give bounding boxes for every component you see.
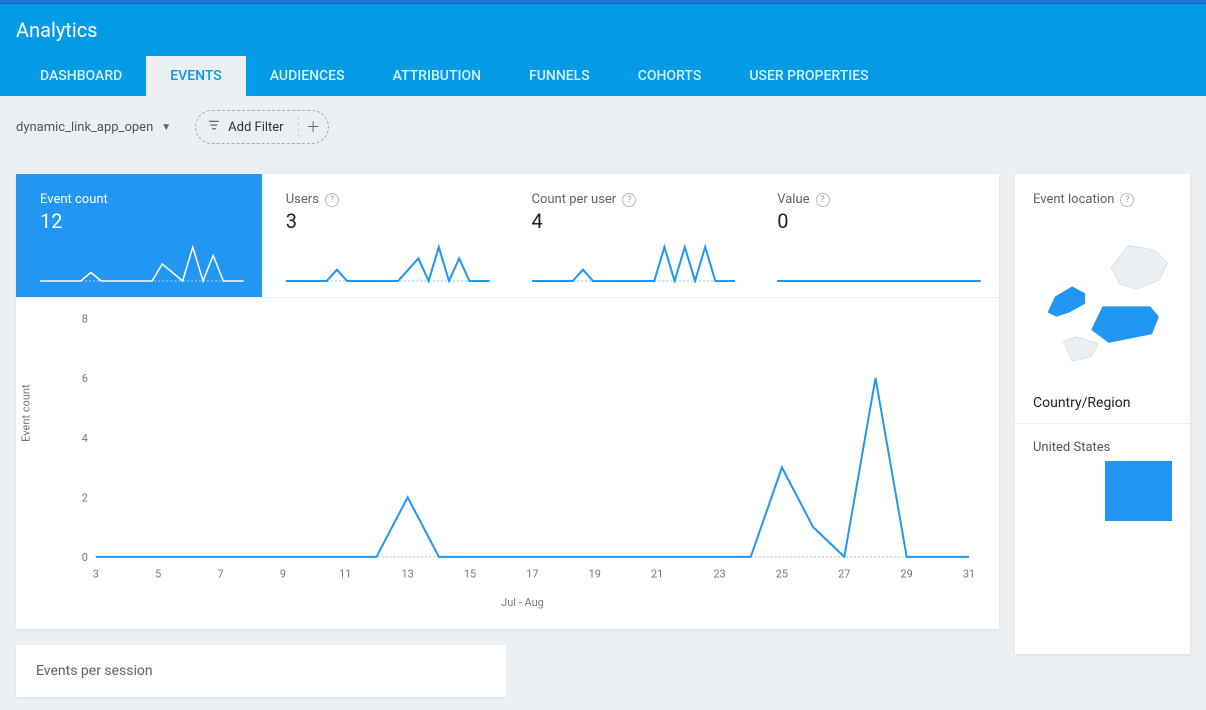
event-location-title: Event location ? [1033,192,1172,207]
svg-text:15: 15 [464,567,476,580]
help-icon[interactable]: ? [622,193,636,207]
svg-text:7: 7 [217,567,223,580]
tab-events[interactable]: EVENTS [146,56,246,96]
sparkline [286,243,490,283]
map-svg [1033,227,1172,377]
tab-funnels[interactable]: FUNNELS [505,56,614,96]
main-chart: Event count 0 2 4 6 8 3 5 7 9 11 13 15 17 19 21 23 25 27 2… [16,298,999,629]
add-filter-button[interactable]: Add Filter ＋ [195,110,328,144]
svg-text:11: 11 [339,567,351,580]
event-overview-card: Event count 12 Users? 3 Count per user? 4 Valu… [16,174,999,629]
metric-label: Value? [777,192,981,207]
svg-text:9: 9 [280,567,286,580]
tab-attribution[interactable]: ATTRIBUTION [369,56,505,96]
svg-text:0: 0 [82,551,88,564]
country-region-label: Country/Region [1033,395,1172,411]
events-per-session-title: Events per session [36,663,153,679]
metric-tile-event-count[interactable]: Event count 12 [16,174,262,297]
metric-value: 12 [40,209,244,233]
plus-icon: ＋ [298,117,318,137]
world-map [1033,217,1172,377]
metric-value: 4 [532,209,736,233]
sparkline [532,243,736,283]
svg-text:6: 6 [82,372,88,385]
header: Analytics DASHBOARDEVENTSAUDIENCESATTRIB… [0,4,1206,96]
event-dropdown[interactable]: dynamic_link_app_open ▼ [16,120,171,135]
event-location-label: Event location [1033,192,1114,207]
tab-cohorts[interactable]: COHORTS [614,56,726,96]
svg-text:21: 21 [651,567,663,580]
country-row[interactable]: United States [1033,440,1172,455]
metric-label: Count per user? [532,192,736,207]
tab-audiences[interactable]: AUDIENCES [246,56,369,96]
filter-bar: dynamic_link_app_open ▼ Add Filter ＋ [0,96,1206,174]
country-name: United States [1033,440,1110,455]
svg-text:29: 29 [901,567,913,580]
help-icon[interactable]: ? [325,193,339,207]
svg-text:3: 3 [93,567,99,580]
svg-text:31: 31 [963,567,975,580]
page-title: Analytics [16,18,1190,56]
sparkline [40,243,244,283]
svg-text:19: 19 [589,567,601,580]
metric-value: 0 [777,209,981,233]
svg-text:5: 5 [155,567,161,580]
sparkline [777,243,981,283]
chart-x-label: Jul - Aug [66,596,979,609]
svg-text:23: 23 [713,567,725,580]
add-filter-label: Add Filter [228,120,283,135]
line-chart-svg: 0 2 4 6 8 3 5 7 9 11 13 15 17 19 21 23 25 27 29 31 [66,308,979,588]
country-bar [1105,461,1172,521]
metric-tile-users[interactable]: Users? 3 [262,174,508,297]
tabs: DASHBOARDEVENTSAUDIENCESATTRIBUTIONFUNNE… [16,56,1190,96]
svg-text:13: 13 [402,567,414,580]
tab-user-properties[interactable]: USER PROPERTIES [725,56,892,96]
chevron-down-icon: ▼ [161,122,171,133]
metric-label: Event count [40,192,244,207]
svg-text:27: 27 [838,567,850,580]
metric-tile-count-per-user[interactable]: Count per user? 4 [508,174,754,297]
help-icon[interactable]: ? [816,193,830,207]
tab-dashboard[interactable]: DASHBOARD [16,56,146,96]
events-per-session-card: Events per session [16,645,506,697]
svg-text:4: 4 [82,432,89,445]
svg-text:8: 8 [82,312,88,325]
metric-tile-value[interactable]: Value? 0 [753,174,999,297]
metric-label: Users? [286,192,490,207]
svg-text:17: 17 [526,567,538,580]
chart-y-label: Event count [20,384,33,441]
metric-value: 3 [286,209,490,233]
svg-text:2: 2 [82,491,88,504]
metric-tiles: Event count 12 Users? 3 Count per user? 4 Valu… [16,174,999,298]
help-icon[interactable]: ? [1120,193,1134,207]
event-location-card: Event location ? Country/Region United S… [1015,174,1190,654]
event-dropdown-label: dynamic_link_app_open [16,120,153,135]
svg-text:25: 25 [776,567,788,580]
filter-icon [208,119,220,135]
